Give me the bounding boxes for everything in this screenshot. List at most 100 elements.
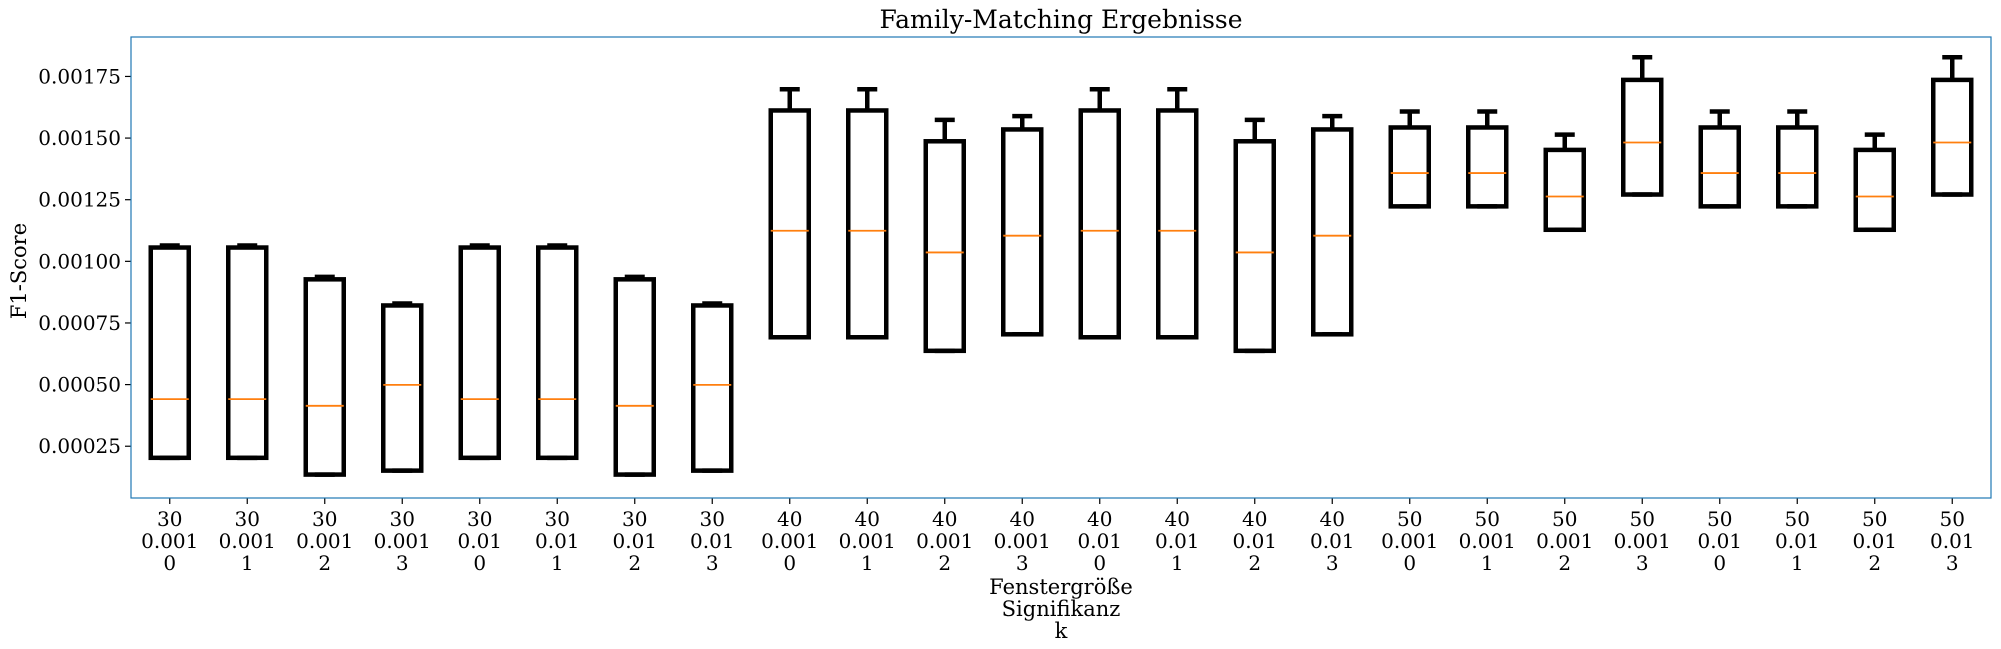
box-group [381, 301, 424, 473]
x-tick-label: 0 [1403, 551, 1416, 575]
box-group [1698, 109, 1741, 209]
box-body [1853, 147, 1896, 233]
box-body [1078, 108, 1121, 340]
x-tick-label: 0.001 [141, 529, 198, 553]
x-tick-label: 3 [706, 551, 719, 575]
chart-title: Family-Matching Ergebnisse [879, 5, 1242, 34]
x-axis-label-line: Signifikanz [1002, 597, 1121, 621]
x-tick-label: 0.01 [1310, 529, 1355, 553]
box-group [1388, 109, 1431, 209]
box-body [1543, 147, 1586, 233]
box-group [148, 243, 191, 461]
y-tick-label: 0.00050 [38, 373, 121, 397]
x-tick-label: 50 [1475, 507, 1500, 531]
x-tick-label: 0.001 [1614, 529, 1671, 553]
x-tick-label: 50 [1630, 507, 1655, 531]
boxes-layer [148, 54, 1974, 477]
x-tick-label: 1 [551, 551, 564, 575]
box-body [1311, 127, 1354, 337]
x-tick-label: 0.01 [612, 529, 657, 553]
x-tick-label: 0.001 [1536, 529, 1593, 553]
box-body [1233, 139, 1276, 354]
box-body [1001, 127, 1044, 337]
x-tick-label: 40 [1087, 507, 1112, 531]
box-body [381, 303, 424, 473]
box-group [1931, 54, 1974, 197]
x-tick-label: 50 [1397, 507, 1422, 531]
y-axis-ticks: 0.00025 0.00050 0.00075 0.00100 0.00125 0.001… [38, 64, 131, 458]
box-body [1388, 125, 1431, 209]
x-tick-label: 50 [1862, 507, 1887, 531]
box-body [458, 245, 501, 461]
box-group [846, 87, 889, 340]
x-tick-label: 2 [628, 551, 641, 575]
box-body [1466, 125, 1509, 209]
box-group [536, 243, 579, 461]
x-tick-label: 0.001 [374, 529, 431, 553]
x-tick-label: 3 [1016, 551, 1029, 575]
box-group [1543, 132, 1586, 233]
box-group [613, 274, 656, 477]
x-tick-label: 0.01 [1852, 529, 1897, 553]
x-tick-label: 0.001 [916, 529, 973, 553]
box-group [458, 243, 501, 461]
x-tick-label: 0.01 [1930, 529, 1975, 553]
x-tick-label: 50 [1785, 507, 1810, 531]
x-tick-label: 0.001 [761, 529, 818, 553]
x-tick-label: 2 [318, 551, 331, 575]
x-axis-label-line: Fenstergröße [989, 575, 1133, 599]
box-group [768, 87, 811, 340]
x-tick-label: 3 [396, 551, 409, 575]
x-tick-label: 0.01 [457, 529, 502, 553]
x-tick-label: 0.001 [219, 529, 276, 553]
box-group [1466, 109, 1509, 209]
box-body [768, 108, 811, 340]
x-tick-label: 0 [783, 551, 796, 575]
box-body [1931, 77, 1974, 197]
x-tick-label: 0.01 [1232, 529, 1277, 553]
y-tick-label: 0.00075 [38, 311, 121, 335]
box-group [1156, 87, 1199, 340]
box-group [1001, 113, 1044, 337]
box-body [226, 245, 269, 461]
x-tick-label: 3 [1326, 551, 1339, 575]
x-tick-label: 40 [855, 507, 880, 531]
box-group [691, 301, 734, 473]
x-tick-label: 0.01 [1155, 529, 1200, 553]
x-tick-label: 0.01 [1077, 529, 1122, 553]
y-tick-label: 0.00150 [38, 126, 121, 150]
x-tick-label: 2 [1248, 551, 1261, 575]
plot-frame [130, 36, 1992, 499]
box-body [303, 277, 346, 477]
x-tick-label: 0.001 [296, 529, 353, 553]
box-group [1311, 113, 1354, 337]
box-group [303, 274, 346, 477]
x-tick-label: 2 [1868, 551, 1881, 575]
box-group [226, 243, 269, 461]
y-axis-label: F1-Score [7, 223, 31, 319]
x-tick-label: 1 [1791, 551, 1804, 575]
x-tick-label: 2 [1558, 551, 1571, 575]
x-tick-label: 3 [1946, 551, 1959, 575]
x-axis-label: Fenstergröße Signifikanz k [989, 575, 1133, 643]
x-tick-label: 0 [163, 551, 176, 575]
x-tick-label: 0 [473, 551, 486, 575]
x-tick-label: 30 [467, 507, 492, 531]
box-group [1776, 109, 1819, 209]
y-tick-label: 0.00025 [38, 434, 121, 458]
box-body [613, 277, 656, 477]
x-tick-label: 40 [1010, 507, 1035, 531]
x-tick-label: 40 [932, 507, 957, 531]
x-tick-label: 40 [777, 507, 802, 531]
x-tick-label: 0.01 [535, 529, 580, 553]
box-group [1853, 132, 1896, 233]
box-body [536, 245, 579, 461]
x-tick-label: 30 [312, 507, 337, 531]
x-tick-label: 0.001 [994, 529, 1051, 553]
box-group [1233, 117, 1276, 354]
x-tick-label: 1 [1481, 551, 1494, 575]
x-tick-label: 30 [235, 507, 260, 531]
x-tick-label: 1 [861, 551, 874, 575]
